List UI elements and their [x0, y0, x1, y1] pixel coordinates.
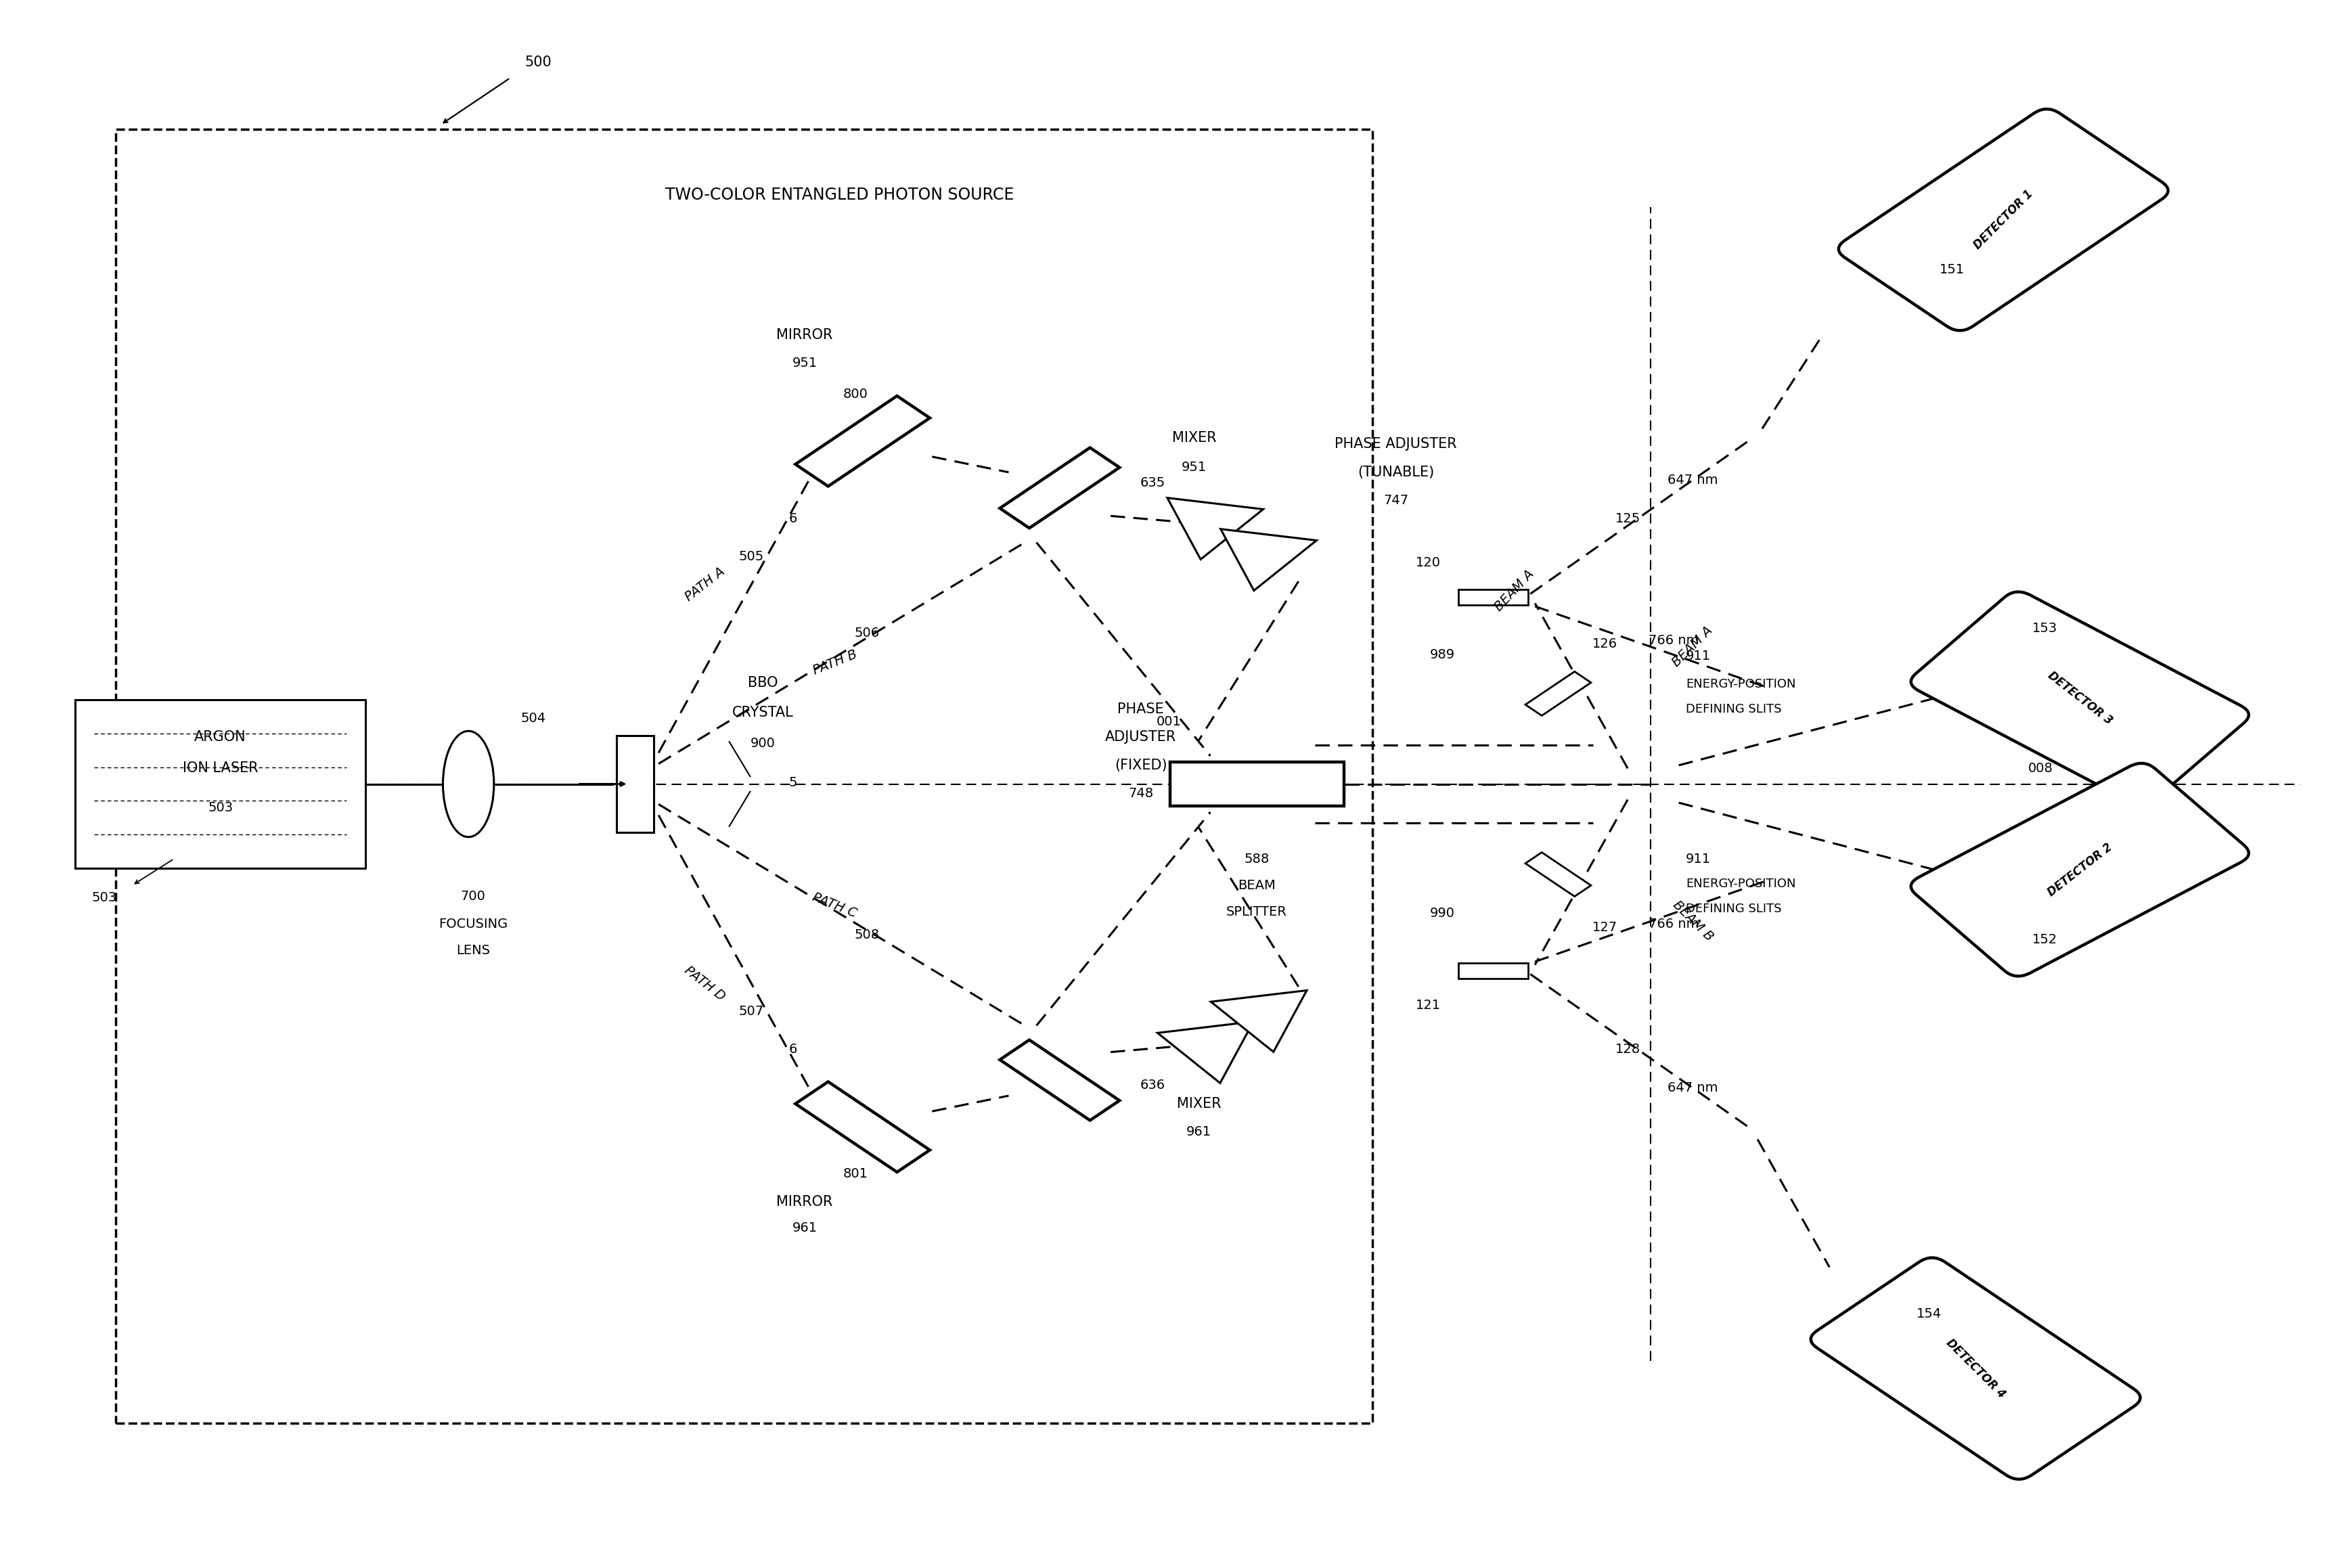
Text: 647 nm: 647 nm: [1667, 1082, 1718, 1094]
Text: MIXER: MIXER: [1171, 431, 1215, 445]
Text: CRYSTAL: CRYSTAL: [733, 706, 794, 720]
Text: PATH B: PATH B: [810, 648, 859, 677]
Text: PHASE ADJUSTER: PHASE ADJUSTER: [1334, 437, 1457, 452]
Text: 990: 990: [1429, 906, 1455, 920]
Text: 911: 911: [1685, 649, 1711, 663]
Bar: [1457, 963, 1527, 978]
Bar: [1457, 590, 1527, 605]
Text: 505: 505: [738, 550, 764, 563]
Text: 766 nm: 766 nm: [1648, 633, 1699, 648]
Text: BEAM A: BEAM A: [1669, 624, 1716, 670]
Text: BEAM A: BEAM A: [1492, 568, 1536, 613]
Text: BEAM: BEAM: [1238, 880, 1276, 892]
Text: 121: 121: [1415, 999, 1441, 1011]
Text: PHASE: PHASE: [1117, 702, 1164, 717]
Text: 588: 588: [1243, 853, 1269, 866]
Text: DETECTOR 3: DETECTOR 3: [2046, 670, 2114, 728]
Text: DEFINING SLITS: DEFINING SLITS: [1685, 903, 1781, 914]
Ellipse shape: [442, 731, 494, 837]
Text: ENERGY-POSITION: ENERGY-POSITION: [1685, 677, 1795, 690]
Text: 5: 5: [789, 776, 796, 789]
Text: 961: 961: [792, 1221, 817, 1234]
Text: ENERGY-POSITION: ENERGY-POSITION: [1685, 878, 1795, 891]
Text: SPLITTER: SPLITTER: [1227, 905, 1287, 919]
Text: 951: 951: [792, 358, 817, 370]
Text: PATH C: PATH C: [810, 891, 859, 920]
Polygon shape: [1157, 1021, 1252, 1083]
Polygon shape: [1220, 528, 1318, 591]
Text: TWO-COLOR ENTANGLED PHOTON SOURCE: TWO-COLOR ENTANGLED PHOTON SOURCE: [666, 187, 1013, 202]
Text: 636: 636: [1141, 1079, 1164, 1091]
Text: 508: 508: [854, 928, 880, 942]
Text: MIRROR: MIRROR: [778, 328, 833, 342]
Text: DETECTOR 1: DETECTOR 1: [1972, 188, 2035, 252]
FancyBboxPatch shape: [1911, 764, 2249, 977]
FancyBboxPatch shape: [1811, 1258, 2139, 1479]
Text: 800: 800: [843, 387, 868, 401]
Text: BEAM B: BEAM B: [1669, 898, 1716, 944]
Text: 647 nm: 647 nm: [1667, 474, 1718, 486]
Polygon shape: [1211, 991, 1306, 1052]
Text: 151: 151: [1939, 263, 1965, 276]
Text: 153: 153: [2032, 621, 2058, 635]
Text: 503: 503: [207, 801, 233, 814]
Text: 503: 503: [91, 891, 116, 905]
Bar: [999, 1040, 1120, 1121]
Text: 911: 911: [1685, 853, 1711, 866]
Text: 128: 128: [1616, 1043, 1641, 1055]
Text: 6: 6: [789, 1043, 796, 1055]
Text: 504: 504: [521, 712, 545, 724]
Text: 6: 6: [789, 513, 796, 525]
Bar: [74, 699, 365, 869]
Text: 152: 152: [2032, 933, 2058, 947]
Text: 500: 500: [524, 55, 552, 69]
FancyBboxPatch shape: [1911, 591, 2249, 804]
Text: BBO: BBO: [747, 676, 778, 690]
Text: 008: 008: [2028, 762, 2053, 775]
Text: 700: 700: [461, 889, 487, 903]
Polygon shape: [1166, 499, 1264, 560]
Text: LENS: LENS: [456, 944, 489, 956]
Text: DETECTOR 2: DETECTOR 2: [2046, 840, 2114, 898]
Text: 120: 120: [1415, 557, 1441, 569]
Bar: [999, 447, 1120, 528]
Bar: [1525, 671, 1590, 715]
Text: PATH D: PATH D: [682, 964, 729, 1004]
Text: 126: 126: [1592, 637, 1618, 651]
Text: 900: 900: [750, 737, 775, 750]
Text: MIRROR: MIRROR: [778, 1195, 833, 1209]
Text: 125: 125: [1616, 513, 1641, 525]
Text: 507: 507: [738, 1005, 764, 1018]
Text: MIXER: MIXER: [1176, 1096, 1220, 1110]
Bar: [796, 1082, 929, 1171]
Text: DETECTOR 4: DETECTOR 4: [1944, 1336, 2007, 1400]
Text: 154: 154: [1916, 1308, 1942, 1320]
Text: ADJUSTER: ADJUSTER: [1106, 731, 1176, 743]
Text: ION LASER: ION LASER: [182, 762, 258, 775]
Text: PATH A: PATH A: [682, 564, 726, 604]
Text: 951: 951: [1183, 461, 1206, 474]
FancyBboxPatch shape: [1839, 110, 2167, 331]
Text: 766 nm: 766 nm: [1648, 917, 1699, 931]
Bar: [1169, 762, 1343, 806]
Text: 747: 747: [1383, 494, 1408, 506]
Text: 506: 506: [854, 626, 880, 640]
Text: (FIXED): (FIXED): [1115, 759, 1166, 771]
Text: 635: 635: [1141, 477, 1164, 489]
Bar: [1525, 853, 1590, 897]
Text: 748: 748: [1129, 787, 1152, 800]
Text: 989: 989: [1429, 648, 1455, 662]
Text: 127: 127: [1592, 920, 1618, 935]
Text: ARGON: ARGON: [196, 731, 247, 743]
Text: 801: 801: [843, 1167, 868, 1181]
Text: FOCUSING: FOCUSING: [438, 917, 508, 931]
Bar: [617, 735, 654, 833]
Text: (TUNABLE): (TUNABLE): [1357, 466, 1434, 480]
Text: 961: 961: [1187, 1126, 1211, 1138]
Text: 001: 001: [1157, 715, 1180, 728]
Bar: [796, 397, 929, 486]
Text: DEFINING SLITS: DEFINING SLITS: [1685, 702, 1781, 715]
